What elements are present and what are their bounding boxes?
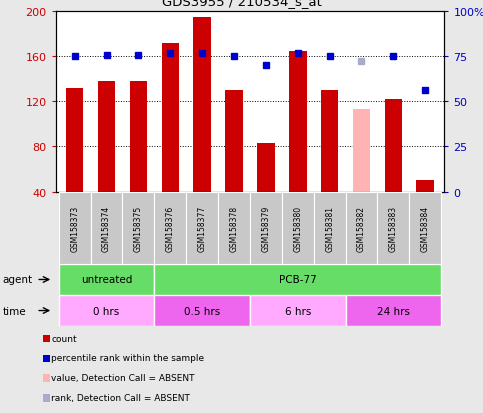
Bar	[155, 192, 186, 264]
Bar	[59, 264, 155, 295]
Bar	[409, 192, 441, 264]
Text: GSM158376: GSM158376	[166, 205, 175, 251]
Text: GSM158382: GSM158382	[357, 205, 366, 251]
Bar	[345, 295, 441, 326]
Bar	[313, 192, 345, 264]
Bar	[186, 192, 218, 264]
Bar	[66, 89, 84, 192]
Bar	[289, 52, 307, 192]
Text: GSM158379: GSM158379	[261, 205, 270, 251]
Text: GSM158377: GSM158377	[198, 205, 207, 251]
Bar	[416, 181, 434, 192]
Bar	[59, 192, 91, 264]
Bar	[155, 295, 250, 326]
Bar	[250, 192, 282, 264]
Bar	[218, 192, 250, 264]
Text: 6 hrs: 6 hrs	[284, 306, 311, 316]
Text: percentile rank within the sample: percentile rank within the sample	[51, 354, 204, 363]
Bar	[59, 295, 155, 326]
Bar	[257, 144, 275, 192]
Text: 0.5 hrs: 0.5 hrs	[184, 306, 220, 316]
Bar	[377, 192, 409, 264]
Text: value, Detection Call = ABSENT: value, Detection Call = ABSENT	[51, 373, 195, 382]
Text: 0 hrs: 0 hrs	[93, 306, 120, 316]
Bar	[43, 335, 50, 342]
Bar	[91, 192, 123, 264]
Text: GSM158383: GSM158383	[389, 205, 398, 251]
Bar	[129, 82, 147, 192]
Text: agent: agent	[2, 275, 32, 285]
Bar	[123, 192, 155, 264]
Text: GSM158374: GSM158374	[102, 205, 111, 251]
Bar	[43, 375, 50, 382]
Bar	[98, 82, 115, 192]
Text: PCB-77: PCB-77	[279, 275, 317, 285]
Text: count: count	[51, 334, 77, 343]
Bar	[193, 18, 211, 192]
Bar	[225, 91, 243, 192]
Bar	[161, 44, 179, 192]
Text: 24 hrs: 24 hrs	[377, 306, 410, 316]
Bar	[155, 264, 441, 295]
Bar	[384, 100, 402, 192]
Bar	[43, 355, 50, 362]
Text: untreated: untreated	[81, 275, 132, 285]
Text: GSM158384: GSM158384	[421, 205, 430, 251]
Text: time: time	[2, 306, 26, 316]
Bar	[321, 91, 339, 192]
Bar	[43, 394, 50, 402]
Bar	[353, 110, 370, 192]
Text: GSM158380: GSM158380	[293, 205, 302, 251]
Text: GSM158373: GSM158373	[70, 205, 79, 251]
Text: rank, Detection Call = ABSENT: rank, Detection Call = ABSENT	[51, 393, 190, 402]
Bar	[250, 295, 345, 326]
Text: GDS3955 / 210534_s_at: GDS3955 / 210534_s_at	[161, 0, 322, 8]
Bar	[345, 192, 377, 264]
Text: GSM158375: GSM158375	[134, 205, 143, 251]
Text: GSM158381: GSM158381	[325, 205, 334, 251]
Bar	[282, 192, 313, 264]
Text: GSM158378: GSM158378	[229, 205, 239, 251]
